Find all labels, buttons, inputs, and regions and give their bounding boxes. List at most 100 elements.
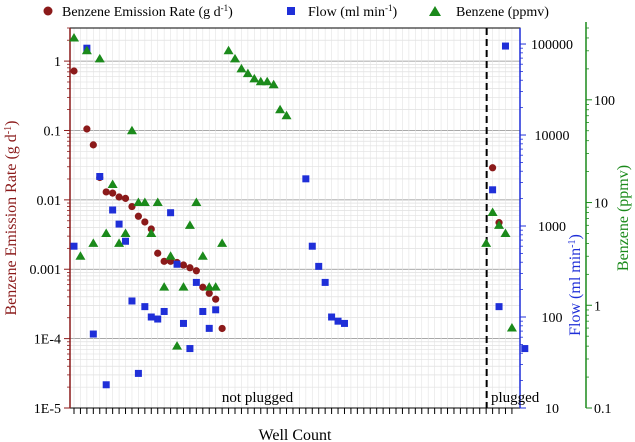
- flow-point: [173, 260, 181, 268]
- region-label-plugged: plugged: [491, 390, 540, 406]
- flow-point: [115, 220, 123, 228]
- emission-rate-point: [489, 164, 497, 172]
- benzene-tick-label: 0.1: [594, 402, 612, 417]
- benzene-ppmv-point: [262, 76, 273, 86]
- left-tick-label: 1E-4: [34, 333, 61, 348]
- flow-point: [521, 345, 529, 353]
- legend-label-emission: Benzene Emission Rate (g d-1): [62, 3, 233, 20]
- flow-point: [122, 237, 130, 245]
- flow-point: [147, 313, 155, 321]
- emission-rate-point: [128, 202, 136, 211]
- benzene-ppmv-point: [500, 228, 511, 237]
- emission-rate-point: [205, 289, 213, 297]
- emission-rate-point: [199, 283, 207, 291]
- benzene-tick-label: 100: [594, 94, 615, 109]
- emission-rate-point: [70, 67, 78, 75]
- benzene-ppmv-point: [172, 341, 183, 350]
- benzene-ppmv-point: [487, 207, 498, 216]
- benzene-ppmv-point: [101, 228, 112, 237]
- benzene-ppmv-point: [494, 220, 505, 229]
- flow-point: [495, 303, 503, 311]
- benzene-ppmv-point: [184, 220, 195, 229]
- emission-rate-point: [109, 189, 117, 197]
- flow-point: [501, 42, 509, 50]
- flow-tick-label: 100: [542, 311, 563, 326]
- region-label-not-plugged: not plugged: [222, 390, 294, 406]
- flow-point: [302, 175, 310, 183]
- emission-rate-point: [89, 141, 97, 149]
- flow-axis: 10 100 1000 10000 100000: [519, 28, 573, 417]
- flow-axis-title: Flow (ml min-1): [567, 234, 585, 336]
- flow-point: [160, 307, 168, 315]
- benzene-ppmv-point: [120, 228, 131, 237]
- emission-rate-point: [83, 125, 91, 133]
- flow-tick-label: 1000: [538, 220, 566, 235]
- benzene-ppmv-point: [191, 197, 202, 207]
- flow-point: [205, 324, 213, 332]
- benzene-ppmv-point: [242, 68, 253, 78]
- benzene-ppmv-point: [275, 104, 286, 114]
- legend-label-benzene: Benzene (ppmv): [456, 5, 549, 20]
- benzene-ppmv-point: [197, 251, 208, 260]
- legend-triangle-icon: [429, 6, 441, 16]
- emission-rate-point: [192, 267, 200, 275]
- left-axis-title: Benzene Emission Rate (g d-1): [3, 121, 21, 316]
- flow-point: [96, 173, 104, 181]
- emission-rate-point: [134, 212, 142, 220]
- benzene-ppmv-point: [88, 238, 99, 247]
- flow-tick-label: 100000: [531, 38, 573, 53]
- flow-point: [179, 319, 187, 327]
- benzene-ppmv-axis: 0.1 1 10 100: [585, 22, 615, 417]
- emission-rate-point: [154, 249, 162, 257]
- benzene-tick-label: 10: [594, 197, 608, 212]
- emission-rate-point: [115, 193, 123, 201]
- legend-circle-icon: [43, 6, 53, 16]
- left-axis: 1E-5 1E-4 0.001 0.01 0.1 1: [30, 27, 71, 417]
- flow-point: [70, 242, 78, 250]
- benzene-ppmv-point: [210, 282, 221, 291]
- benzene-ppmv-point: [94, 53, 105, 63]
- benzene-ppmv-point: [230, 53, 240, 63]
- flow-point: [134, 369, 142, 377]
- benzene-ppmv-point: [114, 238, 125, 247]
- emission-rate-point: [179, 261, 188, 269]
- benzene-ppmv-point: [152, 197, 163, 207]
- flow-point: [328, 313, 336, 321]
- flow-point: [186, 345, 194, 353]
- flow-point: [141, 303, 149, 311]
- flow-point: [128, 297, 136, 305]
- benzene-ppmv-point: [139, 197, 150, 207]
- flow-point: [89, 330, 97, 338]
- flow-point: [489, 186, 497, 194]
- benzene-ppmv-point: [75, 251, 86, 260]
- benzene-tick-label: 1: [594, 299, 601, 314]
- emission-rate-point: [102, 188, 110, 196]
- benzene-ppmv-point: [204, 282, 215, 291]
- benzene-ppmv-point: [268, 79, 279, 89]
- flow-tick-label: 10: [545, 402, 559, 417]
- benzene-ppmv-point: [146, 228, 157, 237]
- flow-tick-label: 10000: [535, 129, 570, 144]
- flow-point: [109, 206, 117, 214]
- left-tick-label: 0.1: [44, 124, 62, 139]
- benzene-ppmv-point: [107, 179, 118, 188]
- benzene-ppmv-point: [506, 323, 517, 332]
- x-axis: [73, 408, 513, 414]
- legend-square-icon: [287, 7, 295, 15]
- flow-point: [199, 307, 207, 315]
- flow-point: [334, 317, 342, 325]
- flow-point: [154, 315, 162, 323]
- emission-rate-point: [186, 264, 194, 272]
- benzene-ppmv-point: [126, 125, 137, 135]
- emission-rate-point: [212, 295, 220, 303]
- benzene-ppmv-point: [249, 73, 260, 83]
- emission-rate-point: [121, 194, 130, 202]
- benzene-ppmv-point: [133, 197, 144, 207]
- left-tick-label: 1: [54, 55, 61, 70]
- flow-point: [315, 262, 323, 270]
- benzene-ppmv-point: [81, 45, 92, 55]
- benzene-ppmv-point: [178, 282, 189, 291]
- benzene-ppmv-point: [481, 238, 492, 247]
- benzene-ppmv-point: [217, 238, 228, 247]
- flow-point: [308, 242, 316, 250]
